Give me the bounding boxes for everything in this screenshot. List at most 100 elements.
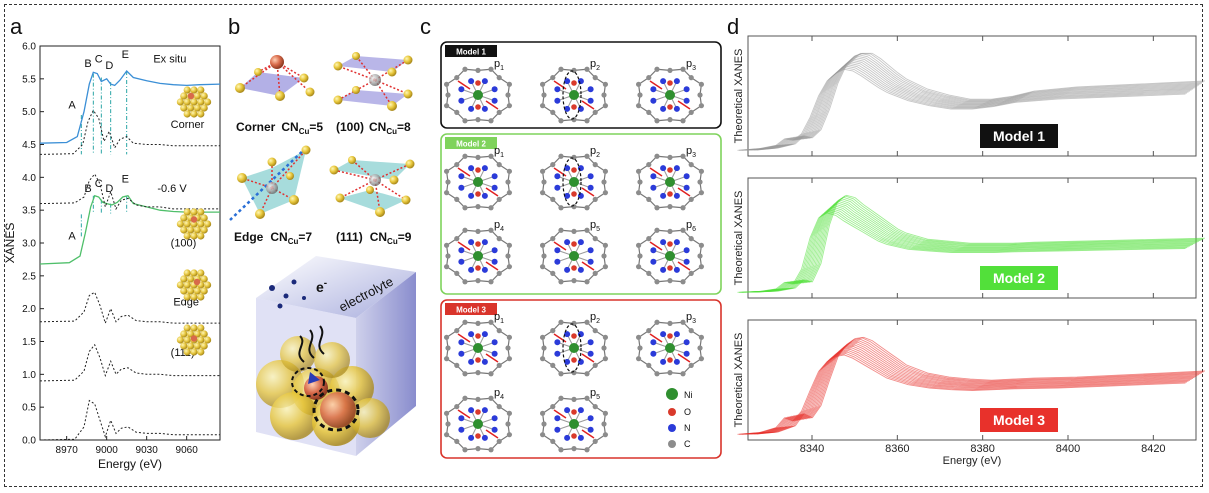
theoretical-trace (756, 336, 1205, 435)
nanoparticle-atom (190, 269, 198, 277)
subplot-axes-box (747, 35, 1197, 157)
nickel-atom (665, 251, 675, 261)
nanoparticle-icon (176, 208, 212, 240)
carbon-atom (601, 92, 607, 98)
model-box-3: Model 3 p1 p2 p3 p4 p5 (440, 299, 722, 459)
nanoparticle-atom (180, 330, 188, 338)
panel-d-xtick-label: 8400 (1056, 443, 1080, 455)
nitrogen-atom (491, 415, 498, 422)
nitrogen-atom (587, 247, 594, 254)
carbon-atom (550, 270, 556, 276)
figure-frame (4, 4, 1203, 487)
legend-ni-label: Ni (684, 390, 693, 400)
carbon-atom (571, 228, 577, 234)
carbon-atom (488, 319, 494, 325)
carbon-atom (697, 253, 703, 259)
carbon-atom (602, 356, 609, 362)
carbon-atom (454, 196, 460, 202)
carbon-atom (454, 328, 460, 334)
displacement-arrow (649, 167, 663, 177)
label-corner: Corner CNCu=5 (236, 120, 323, 136)
nanoparticle-atom (193, 342, 201, 350)
carbon-atom (667, 370, 673, 376)
oxygen-atom (475, 333, 481, 339)
carbon-atom (558, 153, 564, 159)
nanoparticle-atom (180, 226, 188, 234)
carbon-atom (445, 179, 451, 185)
carbon-atom (488, 371, 494, 377)
carbon-atom (602, 103, 609, 109)
displacement-arrow (677, 100, 691, 110)
nanoparticle-atom (200, 226, 208, 234)
carbon-atom (488, 395, 494, 401)
nitrogen-atom (564, 331, 571, 338)
nanoparticle-atom (176, 220, 184, 228)
model-box-title: Model 2 (456, 140, 486, 149)
nitrogen-atom (468, 358, 475, 365)
nanoparticle-atom (180, 287, 188, 295)
carbon-atom (654, 227, 660, 233)
model-1-subplot: Theoretical XANES Model 1 (733, 35, 1205, 157)
nitrogen-atom (683, 173, 690, 180)
carbon-atom (443, 264, 450, 270)
model-tag-box (980, 124, 1058, 148)
site-label: p3 (686, 311, 696, 325)
carbon-atom (462, 227, 468, 233)
carbon-atom (680, 371, 686, 377)
carbon-atom (698, 168, 705, 174)
carbon-atom (688, 236, 694, 242)
theoretical-trace (740, 351, 1189, 435)
nanoparticle-atom (190, 232, 198, 240)
carbon-atom (462, 153, 468, 159)
molecule-structure: p5 (539, 219, 609, 285)
structure-111 (329, 156, 415, 217)
nanoparticle-atom (200, 92, 208, 100)
model-tag-label: Model 3 (993, 412, 1045, 428)
electrolyte-cube (256, 256, 416, 456)
carbon-atom (571, 117, 577, 123)
panel-a-feature-label: D (105, 183, 113, 195)
model-box-1: Model 1 p1 p2 p3 (440, 41, 722, 129)
nitrogen-atom (683, 97, 690, 104)
panel-d-xtick-label: 8340 (800, 443, 824, 455)
panel-d-xtick-label: 8380 (970, 443, 994, 455)
oxygen-atom (571, 265, 577, 271)
nitrogen-atom (660, 192, 667, 199)
carbon-atom (539, 410, 546, 416)
nanoparticle-atom (183, 281, 191, 289)
nitrogen-atom (458, 97, 465, 104)
carbon-atom (601, 421, 607, 427)
nitrogen-atom (587, 339, 594, 346)
panel-a-xtick-label: 9000 (96, 445, 119, 456)
carbon-atom (488, 153, 494, 159)
molecule-structure: p3 (635, 311, 705, 377)
nitrogen-atom (683, 86, 690, 93)
model-box-tag (445, 137, 497, 149)
nanoparticle-atom (200, 104, 208, 112)
carbon-atom (462, 118, 468, 124)
panel-letter-d: d (727, 14, 740, 39)
molecule-structure: p4 (443, 387, 513, 453)
nitrogen-atom (564, 239, 571, 246)
carbon-atom (571, 320, 577, 326)
carbon-atom (496, 75, 502, 81)
displacement-arrow (485, 261, 499, 271)
carbon-atom (635, 264, 642, 270)
carbon-atom (680, 118, 686, 124)
nanoparticle-atom (180, 92, 188, 100)
oxygen-atom (667, 333, 673, 339)
carbon-atom (475, 67, 481, 73)
nitrogen-atom (587, 86, 594, 93)
carbon-atom (654, 371, 660, 377)
nitrogen-atom (481, 78, 488, 85)
carbon-atom (667, 204, 673, 210)
model-tag-label: Model 2 (993, 270, 1045, 286)
nitrogen-atom (587, 184, 594, 191)
molecule-structure: p6 (635, 219, 705, 285)
carbon-atom (646, 162, 652, 168)
carbon-atom (550, 362, 556, 368)
panel-d-xtick-label: 8420 (1141, 443, 1165, 455)
nanoparticle-atom (193, 226, 201, 234)
nitrogen-atom (683, 339, 690, 346)
highlight-ellipse (562, 70, 582, 120)
